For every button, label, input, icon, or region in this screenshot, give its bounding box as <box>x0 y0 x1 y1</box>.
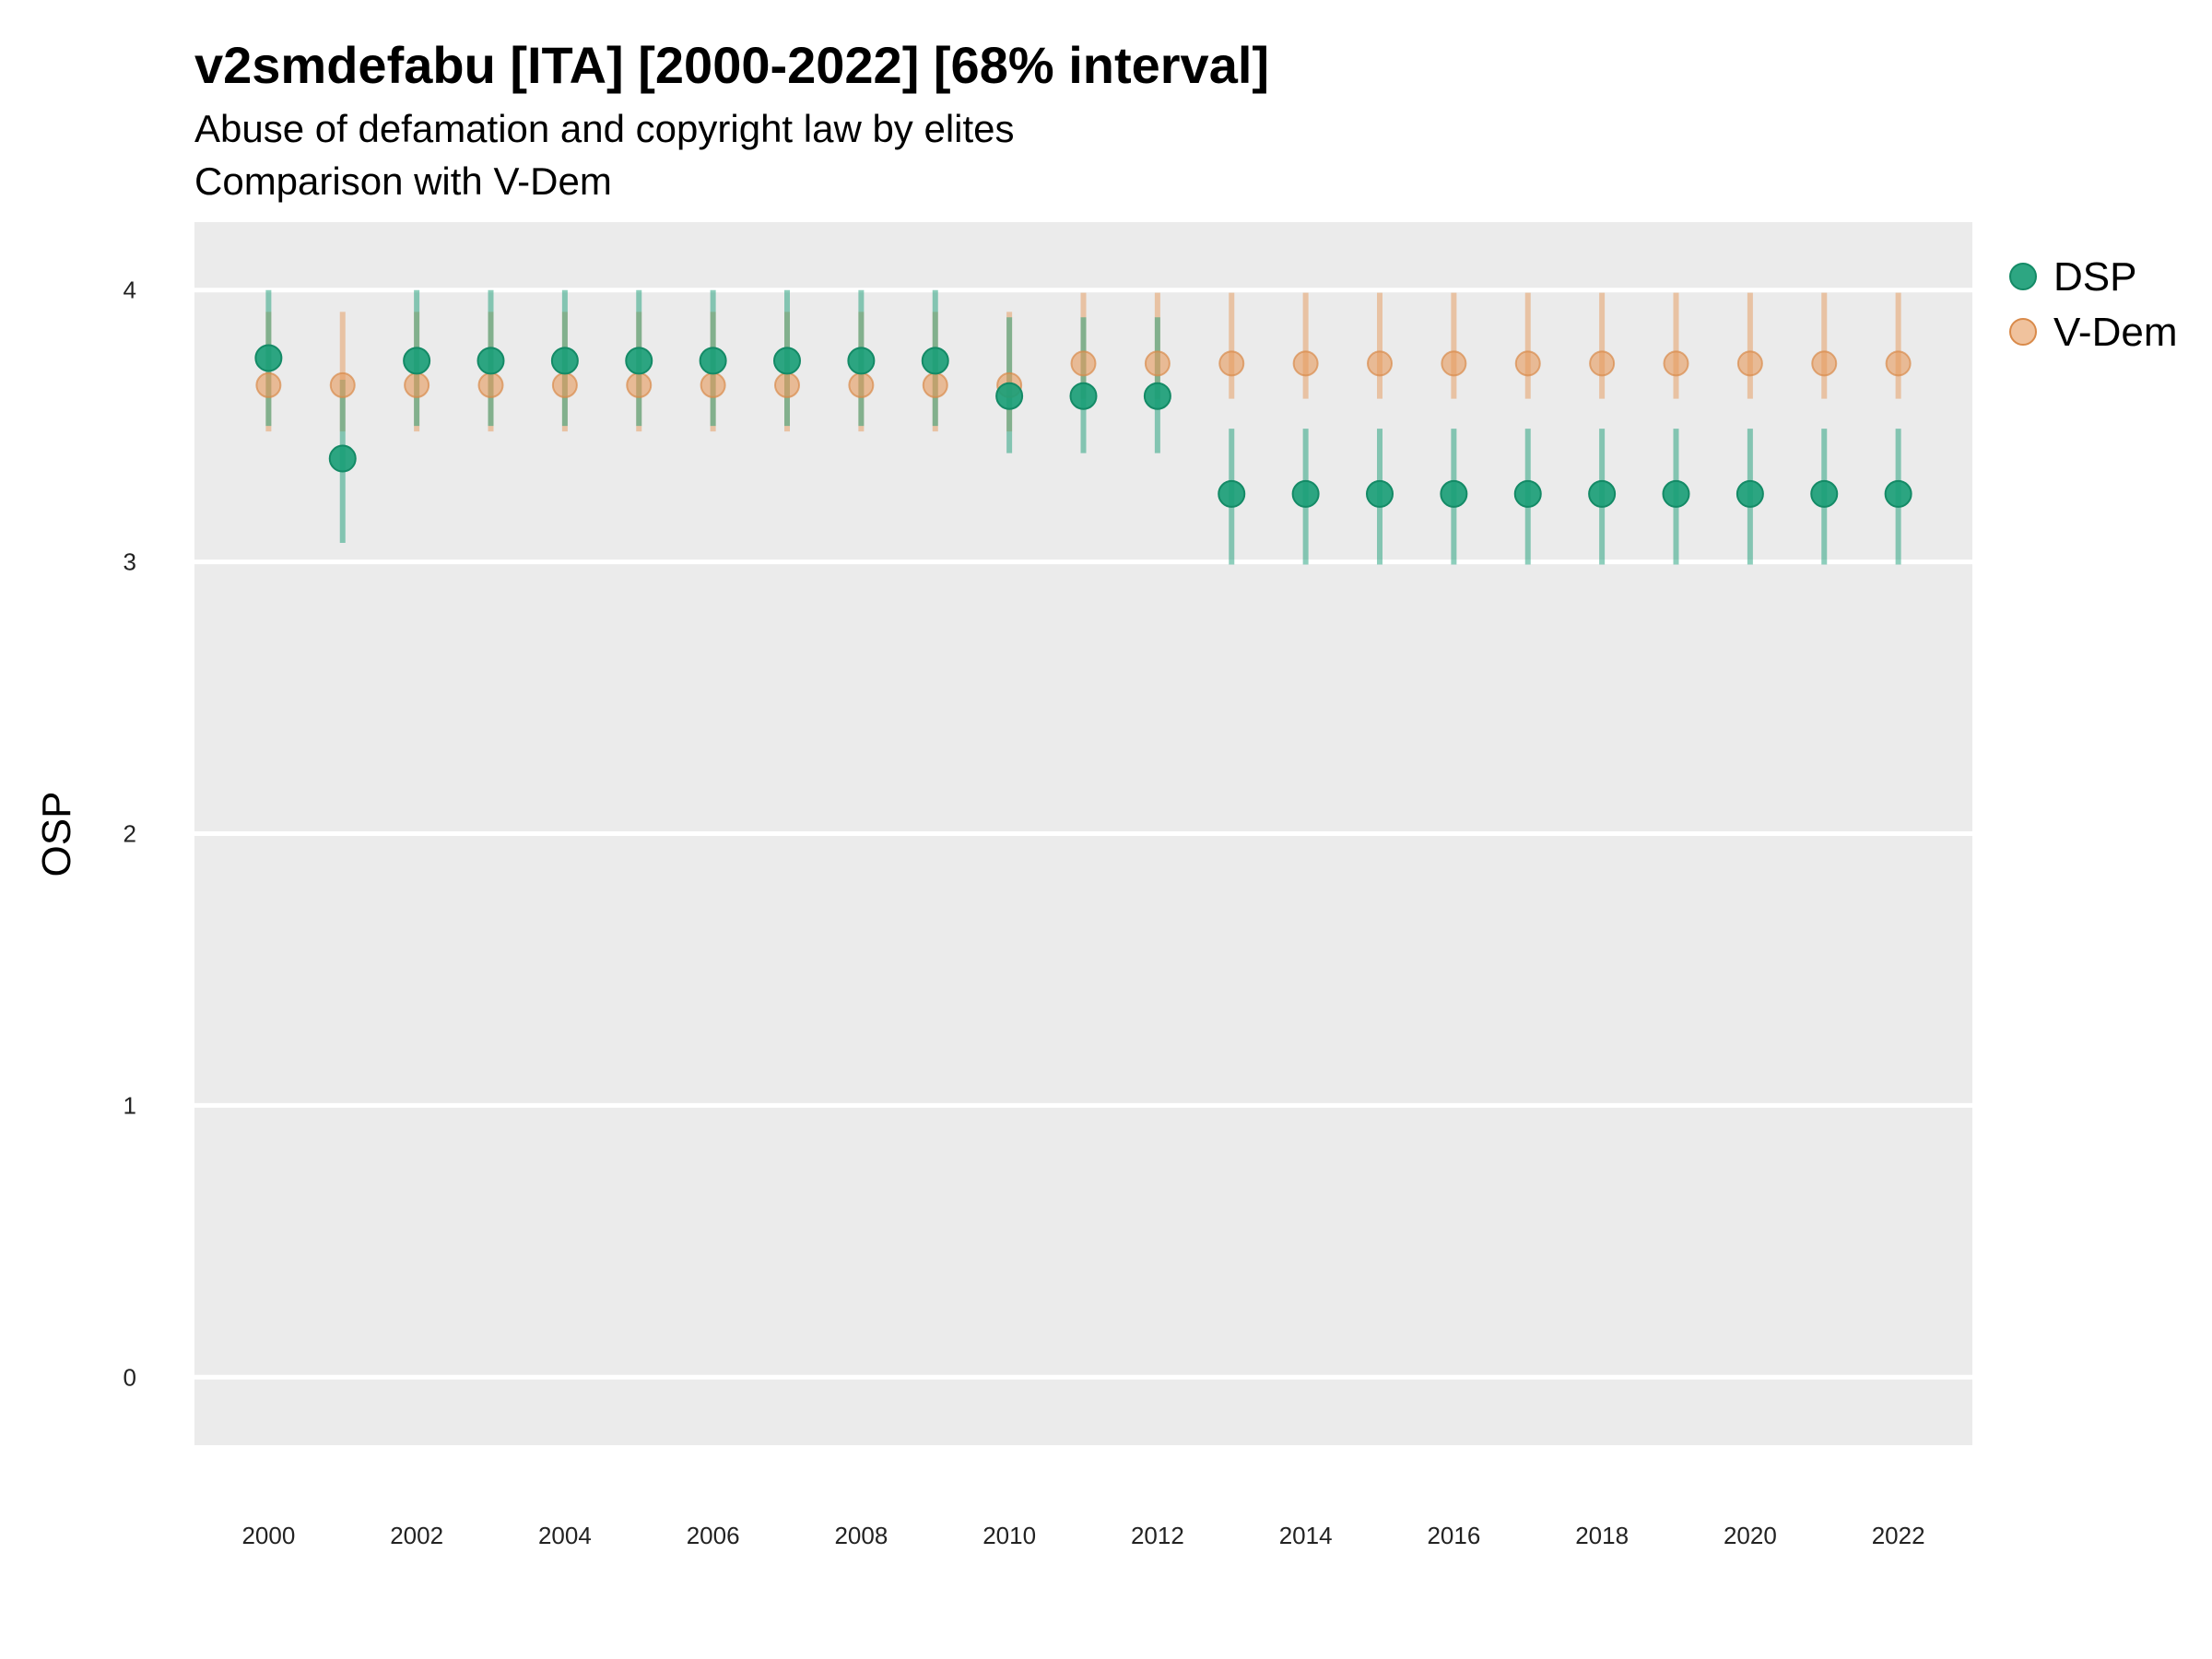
dsp-point-2018 <box>1588 479 1617 508</box>
x-tick-label-2000: 2000 <box>241 1522 295 1549</box>
dsp-point-2005 <box>625 347 653 375</box>
x-tick-label-2006: 2006 <box>687 1522 740 1549</box>
vdem-point-2020 <box>1736 350 1763 377</box>
dsp-point-2022 <box>1884 479 1912 508</box>
dsp-point-2011 <box>1069 382 1098 410</box>
x-tick-label-2012: 2012 <box>1131 1522 1184 1549</box>
dsp-point-2002 <box>403 347 431 375</box>
vdem-point-2005 <box>626 371 653 398</box>
chart-title: v2smdefabu [ITA] [2000-2022] [68% interv… <box>194 36 1270 94</box>
vdem-point-2006 <box>700 371 726 398</box>
vdem-point-2022 <box>1885 350 1912 377</box>
x-tick-label-2016: 2016 <box>1427 1522 1480 1549</box>
dsp-point-2012 <box>1143 382 1171 410</box>
vdem-point-2013 <box>1218 350 1245 377</box>
vdem-point-2004 <box>551 371 578 398</box>
dsp-point-2013 <box>1218 479 1246 508</box>
legend-label-vdem: V-Dem <box>2053 310 2177 355</box>
x-tick-label-2004: 2004 <box>538 1522 592 1549</box>
dsp-point-2015 <box>1366 479 1394 508</box>
vdem-point-2009 <box>922 371 948 398</box>
vdem-point-2017 <box>1514 350 1541 377</box>
dsp-point-2007 <box>773 347 801 375</box>
y-tick-label-0: 0 <box>124 1363 136 1391</box>
x-tick-label-2002: 2002 <box>390 1522 443 1549</box>
vdem-point-2001 <box>329 371 356 398</box>
chart-subtitle-comparison: Comparison with V-Dem <box>194 159 612 203</box>
legend-label-dsp: DSP <box>2053 254 2136 300</box>
dsp-point-2010 <box>995 382 1024 410</box>
x-tick-label-2022: 2022 <box>1872 1522 1925 1549</box>
dsp-point-2008 <box>847 347 876 375</box>
dsp-point-2017 <box>1513 479 1542 508</box>
y-axis-ticks: 0 1 2 3 4 <box>124 276 136 1392</box>
vdem-point-2016 <box>1441 350 1467 377</box>
dsp-point-2006 <box>699 347 727 375</box>
vdem-point-2011 <box>1070 350 1097 377</box>
x-axis-ticks: 2000 2002 2004 2006 2008 2010 2012 2014 2016 2018… <box>241 1522 1924 1549</box>
x-tick-label-2014: 2014 <box>1279 1522 1333 1549</box>
dsp-point-2014 <box>1291 479 1320 508</box>
vdem-point-2021 <box>1811 350 1838 377</box>
vdem-point-2014 <box>1292 350 1319 377</box>
y-tick-label-4: 4 <box>124 276 136 304</box>
y-tick-label-2: 2 <box>124 820 136 848</box>
x-tick-label-2018: 2018 <box>1575 1522 1629 1549</box>
legend-marker-dsp <box>2009 263 2037 290</box>
dsp-point-2016 <box>1440 479 1468 508</box>
vdem-point-2012 <box>1144 350 1171 377</box>
x-tick-label-2008: 2008 <box>834 1522 888 1549</box>
vdem-point-2000 <box>255 371 282 398</box>
vdem-point-2008 <box>848 371 875 398</box>
dsp-point-2021 <box>1810 479 1839 508</box>
chart-subtitle: Abuse of defamation and copyright law by… <box>194 107 1015 150</box>
data-marks <box>254 289 1912 565</box>
x-tick-label-2010: 2010 <box>982 1522 1036 1549</box>
y-tick-label-1: 1 <box>124 1091 136 1119</box>
y-axis-label: OSP <box>34 792 79 877</box>
vdem-point-2002 <box>404 371 430 398</box>
dsp-point-2009 <box>921 347 949 375</box>
y-tick-label-3: 3 <box>124 548 136 576</box>
dsp-point-2019 <box>1662 479 1690 508</box>
x-tick-label-2020: 2020 <box>1724 1522 1777 1549</box>
dsp-point-2020 <box>1735 479 1764 508</box>
vdem-point-2003 <box>477 371 504 398</box>
dsp-point-2004 <box>550 347 579 375</box>
legend-marker-vdem <box>2009 318 2037 346</box>
vdem-point-2019 <box>1663 350 1689 377</box>
vdem-point-2007 <box>774 371 800 398</box>
dsp-point-2003 <box>477 347 505 375</box>
vdem-point-2015 <box>1367 350 1393 377</box>
dsp-point-2000 <box>254 344 283 372</box>
legend: DSP V-Dem <box>2009 254 2177 355</box>
dsp-point-2001 <box>328 444 357 473</box>
vdem-point-2018 <box>1589 350 1616 377</box>
